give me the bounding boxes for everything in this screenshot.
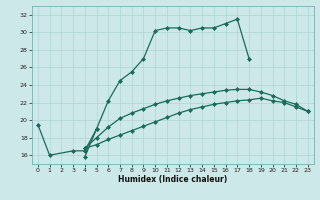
X-axis label: Humidex (Indice chaleur): Humidex (Indice chaleur) [118,175,228,184]
